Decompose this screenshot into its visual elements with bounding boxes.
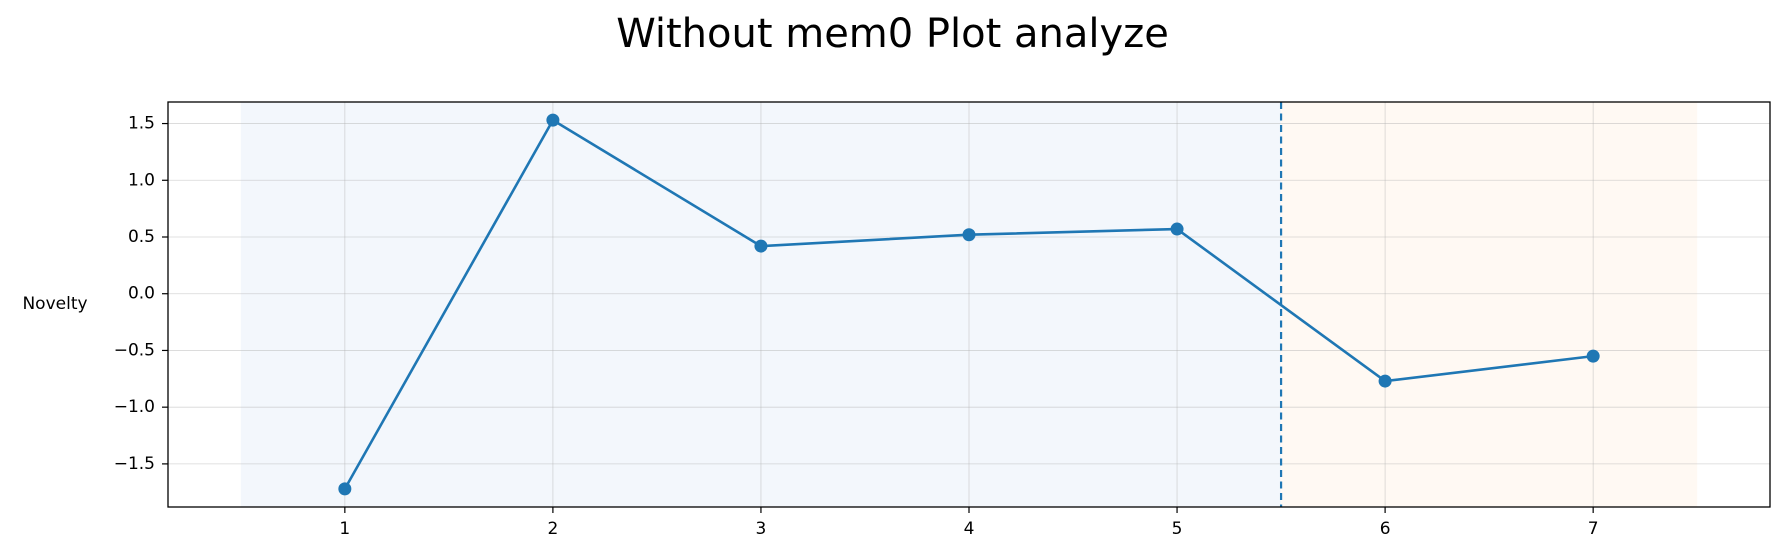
- x-tick-label-1: 1: [339, 519, 350, 539]
- data-point-2: [546, 113, 560, 127]
- y-axis-label: Novelty: [22, 294, 87, 314]
- x-tick-label-7: 7: [1588, 519, 1599, 539]
- series-layer: [338, 113, 1600, 496]
- data-point-4: [962, 228, 976, 242]
- data-point-3: [754, 239, 768, 253]
- data-point-5: [1170, 222, 1184, 236]
- x-tick-label-5: 5: [1172, 519, 1183, 539]
- y-tick-label-3: 0.5: [128, 227, 155, 247]
- y-axis: 1.5 1.0 0.5 0.0 −0.5 −1.0 −1.5: [114, 114, 168, 474]
- data-point-1: [338, 482, 352, 496]
- y-tick-label-5: −0.5: [114, 340, 155, 360]
- y-tick-label-7: −1.5: [114, 454, 155, 474]
- data-point-6: [1378, 374, 1392, 388]
- y-tick-label-2: 1.0: [128, 170, 155, 190]
- chart-title: Without mem0 Plot analyze: [616, 11, 1169, 57]
- y-tick-label-1: 1.5: [128, 114, 155, 134]
- x-tick-label-2: 2: [547, 519, 558, 539]
- x-tick-label-3: 3: [756, 519, 767, 539]
- y-tick-label-4: 0.0: [128, 284, 155, 304]
- gridlines: [168, 102, 1770, 507]
- x-tick-label-4: 4: [964, 519, 975, 539]
- y-tick-label-6: −1.0: [114, 397, 155, 417]
- data-point-7: [1586, 349, 1600, 363]
- x-axis: 1 2 3 4 5 6 7: [339, 507, 1599, 539]
- shaded-region-2: [1281, 102, 1698, 507]
- x-tick-label-6: 6: [1380, 519, 1391, 539]
